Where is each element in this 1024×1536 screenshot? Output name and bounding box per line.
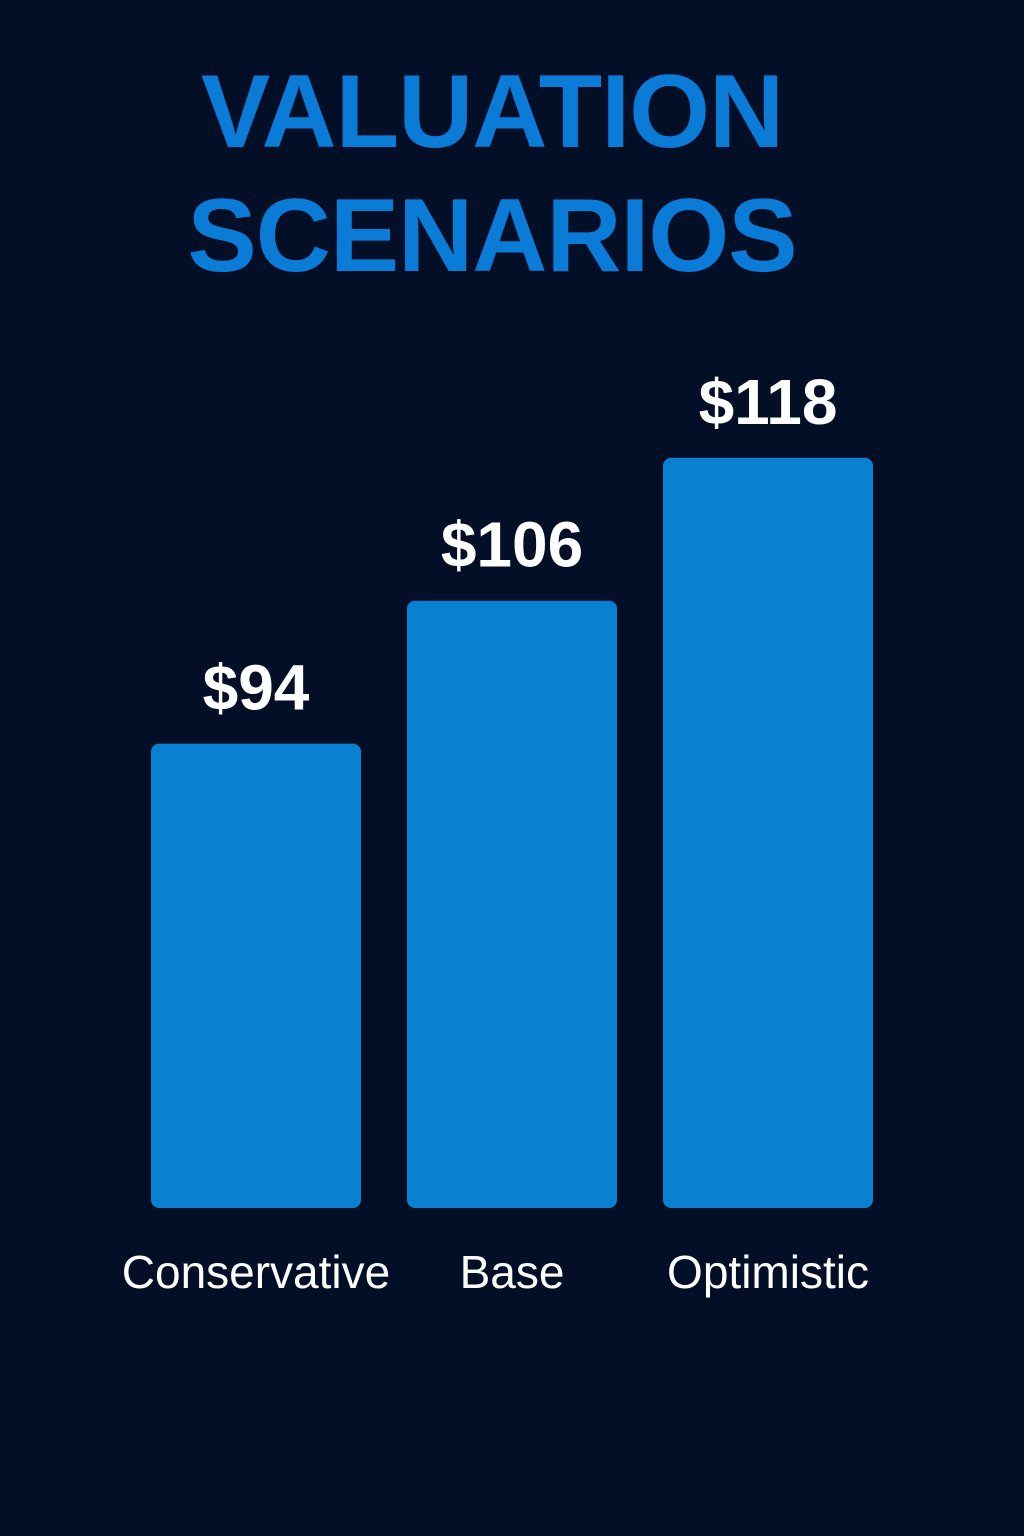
x-tick-label: Optimistic (667, 1246, 869, 1298)
bar (663, 457, 873, 1208)
bar (407, 600, 617, 1208)
chart-title: VALUATION SCENARIOS (187, 54, 797, 294)
x-tick-label: Conservative (122, 1246, 390, 1298)
value-label: $94 (203, 652, 310, 724)
value-label: $106 (441, 509, 583, 581)
bar (151, 743, 361, 1208)
x-tick-label: Base (460, 1246, 565, 1298)
value-label: $118 (699, 366, 838, 438)
